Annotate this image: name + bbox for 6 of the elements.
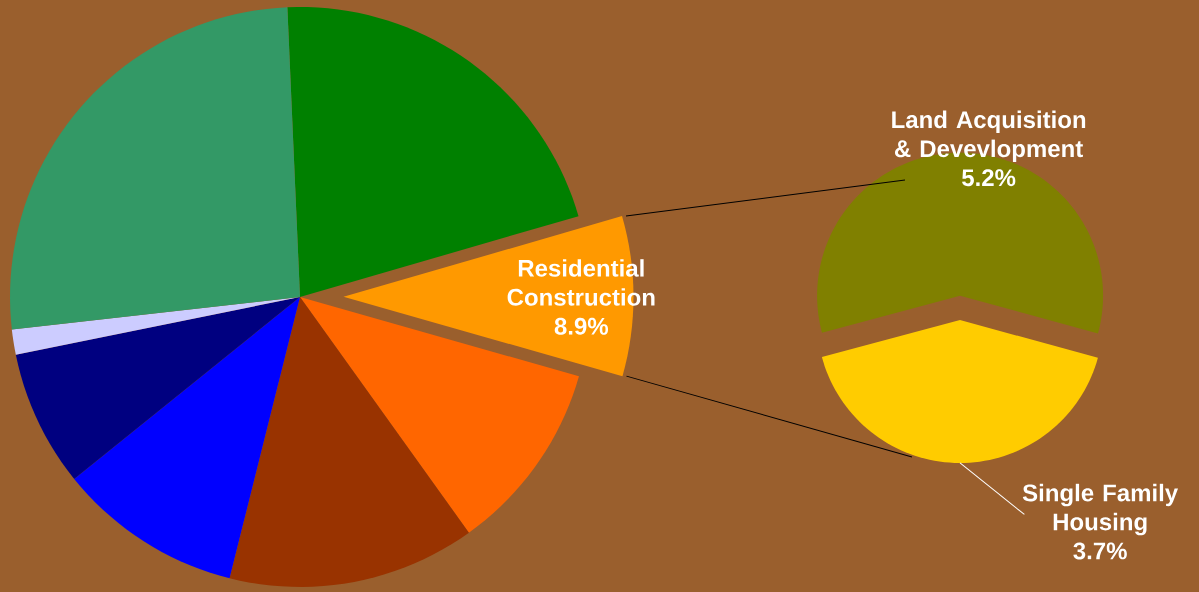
slice-label: Land Acquisition & Devevlopment: [892, 110, 1086, 162]
data-label: 5.2%: [962, 169, 1016, 187]
data-label: 8.9%: [554, 317, 609, 335]
slice-label: Residential Construction: [507, 259, 655, 306]
slice-label: Single Family Housing: [1022, 483, 1179, 536]
data-label: 3.7%: [1073, 542, 1127, 560]
